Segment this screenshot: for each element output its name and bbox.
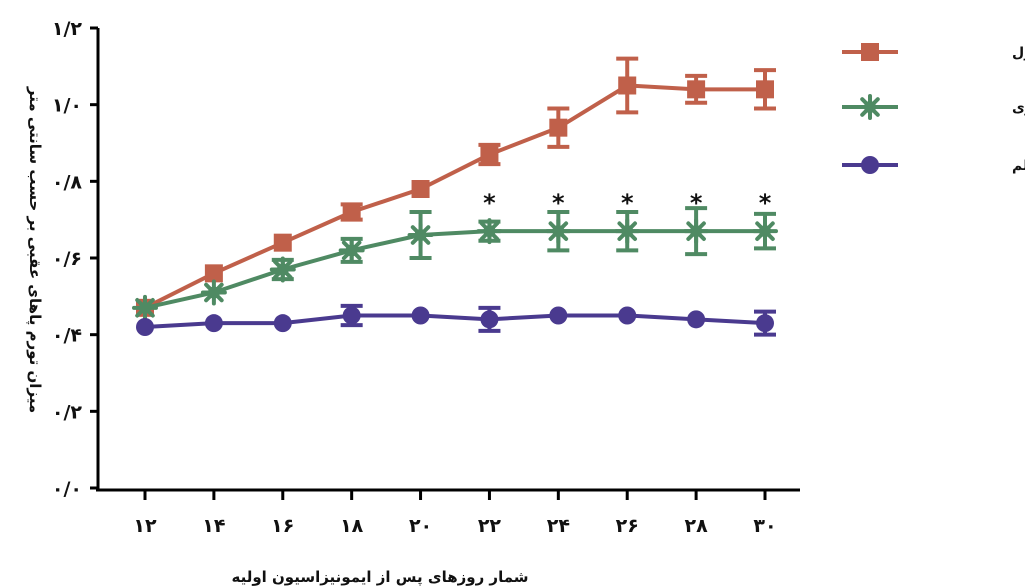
star-core bbox=[276, 263, 289, 276]
data-point bbox=[132, 294, 158, 321]
data-point bbox=[273, 233, 292, 252]
y-tick-label: ۱/۰ bbox=[52, 95, 82, 117]
data-point bbox=[338, 237, 365, 264]
legend-label: گروه پیشگیری bbox=[1012, 99, 1025, 116]
legend-item: گروه کنترل bbox=[842, 43, 1025, 61]
x-tick-label: ۱۸ bbox=[340, 515, 364, 537]
data-point bbox=[545, 218, 572, 245]
star-core bbox=[483, 225, 496, 238]
series-line bbox=[144, 229, 765, 310]
legend-label: گروه کنترل bbox=[1012, 44, 1025, 61]
legend-label: گروه کنترل سالم bbox=[1012, 157, 1025, 174]
star-core bbox=[345, 244, 358, 257]
x-tick-label: ۱۴ bbox=[202, 515, 225, 537]
x-tick-label: ۲۰ bbox=[409, 515, 432, 537]
data-point bbox=[687, 310, 706, 329]
star-core bbox=[414, 229, 427, 241]
series-line bbox=[144, 83, 765, 310]
legend-marker bbox=[861, 156, 879, 174]
legend-marker bbox=[861, 43, 879, 61]
legend: گروه کنترل گروه پیشگیری گروه کنترل سالم bbox=[842, 43, 1025, 174]
significance-star: * bbox=[552, 189, 565, 217]
star-core bbox=[552, 225, 565, 238]
data-point bbox=[618, 306, 637, 325]
star-core bbox=[621, 225, 634, 238]
data-point bbox=[273, 314, 292, 333]
legend-marker bbox=[857, 94, 883, 120]
data-point bbox=[687, 80, 706, 99]
series-2 bbox=[136, 303, 776, 337]
data-point bbox=[407, 222, 434, 248]
legend-item: گروه پیشگیری bbox=[842, 94, 1025, 120]
star-core bbox=[864, 101, 876, 113]
data-point bbox=[683, 218, 710, 245]
significance-star: * bbox=[483, 189, 496, 217]
star-core bbox=[690, 225, 703, 238]
data-point bbox=[614, 218, 641, 245]
data-point bbox=[480, 145, 499, 164]
y-tick-label: ۰/۸ bbox=[52, 171, 83, 193]
data-point bbox=[549, 306, 568, 325]
x-ticks: ۱۲ ۱۴ ۱۶ ۱۸ ۲۰ ۲۲ ۲۴ ۲۶ ۲۸ ۳۰ bbox=[133, 490, 777, 537]
data-point bbox=[756, 80, 774, 99]
x-tick-label: ۱۲ bbox=[133, 515, 157, 537]
series-layer bbox=[132, 56, 778, 337]
series-1 bbox=[132, 206, 778, 321]
y-tick-label: ۰/۲ bbox=[52, 401, 83, 423]
data-point bbox=[411, 180, 430, 198]
legend-item: گروه کنترل سالم bbox=[842, 156, 1025, 174]
y-ticks: ۰/۰ ۰/۲ ۰/۴ ۰/۶ ۰/۸ ۱/۰ ۱/۲ bbox=[52, 18, 98, 500]
x-tick-label: ۱۶ bbox=[271, 515, 294, 537]
x-axis-label: شمار روزهای پس از ایمونیزاسیون اولیه bbox=[231, 568, 528, 586]
data-point bbox=[476, 218, 503, 245]
data-point bbox=[342, 203, 361, 221]
significance-markers: * * * * * bbox=[483, 189, 772, 217]
y-tick-label: ۰/۴ bbox=[52, 325, 82, 347]
data-point bbox=[204, 314, 223, 333]
data-point bbox=[269, 256, 296, 283]
data-point bbox=[752, 218, 778, 245]
x-tick-label: ۲۸ bbox=[685, 515, 709, 537]
star-core bbox=[759, 225, 771, 238]
significance-star: * bbox=[621, 189, 634, 217]
data-point bbox=[204, 264, 223, 283]
data-point bbox=[411, 306, 430, 325]
data-point bbox=[200, 279, 227, 306]
x-tick-label: ۲۲ bbox=[478, 515, 502, 537]
data-point bbox=[618, 76, 637, 95]
star-core bbox=[139, 301, 151, 314]
data-point bbox=[756, 314, 774, 333]
data-point bbox=[549, 118, 568, 137]
y-axis-label: میزان تورم پاهای عقبی بر حسب سانتی متر bbox=[25, 86, 44, 413]
data-point bbox=[136, 318, 154, 336]
y-tick-label: ۰/۶ bbox=[52, 248, 82, 270]
star-core bbox=[207, 286, 220, 299]
series-0 bbox=[136, 56, 776, 317]
significance-star: * bbox=[690, 189, 703, 217]
y-tick-label: ۰/۰ bbox=[52, 478, 82, 500]
y-tick-label: ۱/۲ bbox=[52, 18, 83, 40]
x-tick-label: ۲۴ bbox=[547, 515, 570, 537]
data-point bbox=[480, 310, 499, 329]
significance-star: * bbox=[759, 189, 772, 217]
data-point bbox=[342, 306, 361, 325]
series-line bbox=[144, 313, 766, 329]
x-tick-label: ۲۶ bbox=[616, 515, 639, 537]
x-tick-label: ۳۰ bbox=[753, 515, 776, 537]
